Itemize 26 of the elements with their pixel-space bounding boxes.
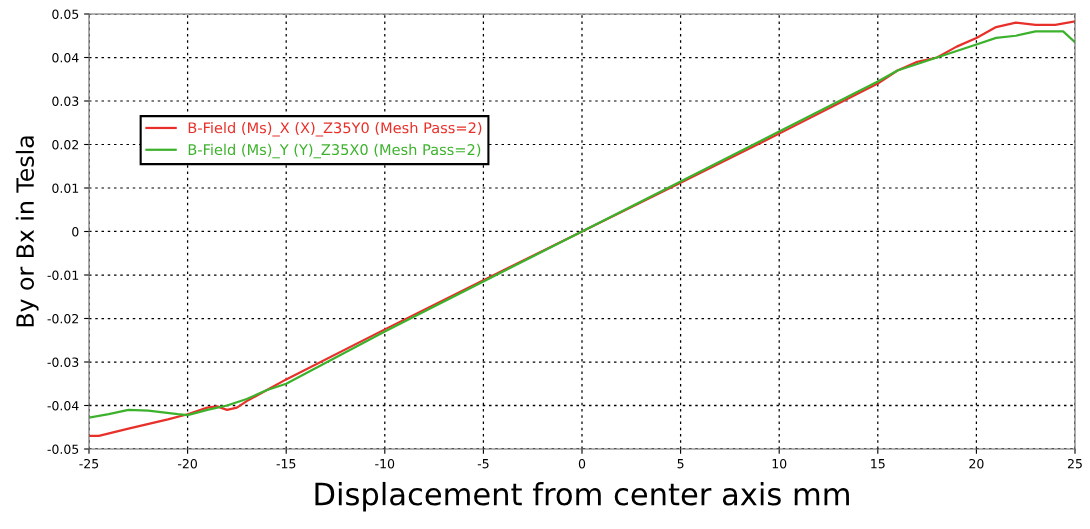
y-tick-label: 0 <box>72 226 79 237</box>
x-tick-label: -15 <box>276 459 296 469</box>
y-tick-label: 0.03 <box>52 96 79 106</box>
y-axis-title: By or Bx in Tesla <box>15 136 39 327</box>
y-tick-label: 0.05 <box>52 9 79 19</box>
x-tick-label: 15 <box>871 459 885 469</box>
x-axis-title: Displacement from center axis mm <box>315 481 849 512</box>
x-tick-label: -20 <box>178 458 197 469</box>
y-tick-label: -0.05 <box>47 444 79 454</box>
legend-label: B-Field (Ms)_X (X)_Z35Y0 (Mesh Pass=2) <box>188 121 482 137</box>
x-tick-label: 5 <box>677 459 684 469</box>
x-tick-label: -10 <box>375 458 395 469</box>
y-tick-label: 0.01 <box>52 183 79 193</box>
x-tick-label: -25 <box>79 458 99 469</box>
y-tick-label: 0.02 <box>52 139 79 150</box>
x-tick-label: 0 <box>578 458 586 469</box>
y-tick-label: -0.04 <box>47 400 79 411</box>
y-tick-label: -0.03 <box>47 357 79 367</box>
x-tick-label: 20 <box>969 458 984 469</box>
x-tick-label: 10 <box>772 458 787 469</box>
x-tick-label: 25 <box>1067 458 1082 469</box>
legend-label: B-Field (Ms)_Y (Y)_Z35X0 (Mesh Pass=2) <box>188 143 481 159</box>
y-tick-label: 0.04 <box>52 52 79 63</box>
y-tick-label: -0.01 <box>47 270 79 280</box>
x-tick-label: -5 <box>477 459 489 469</box>
y-tick-label: -0.02 <box>47 313 79 324</box>
